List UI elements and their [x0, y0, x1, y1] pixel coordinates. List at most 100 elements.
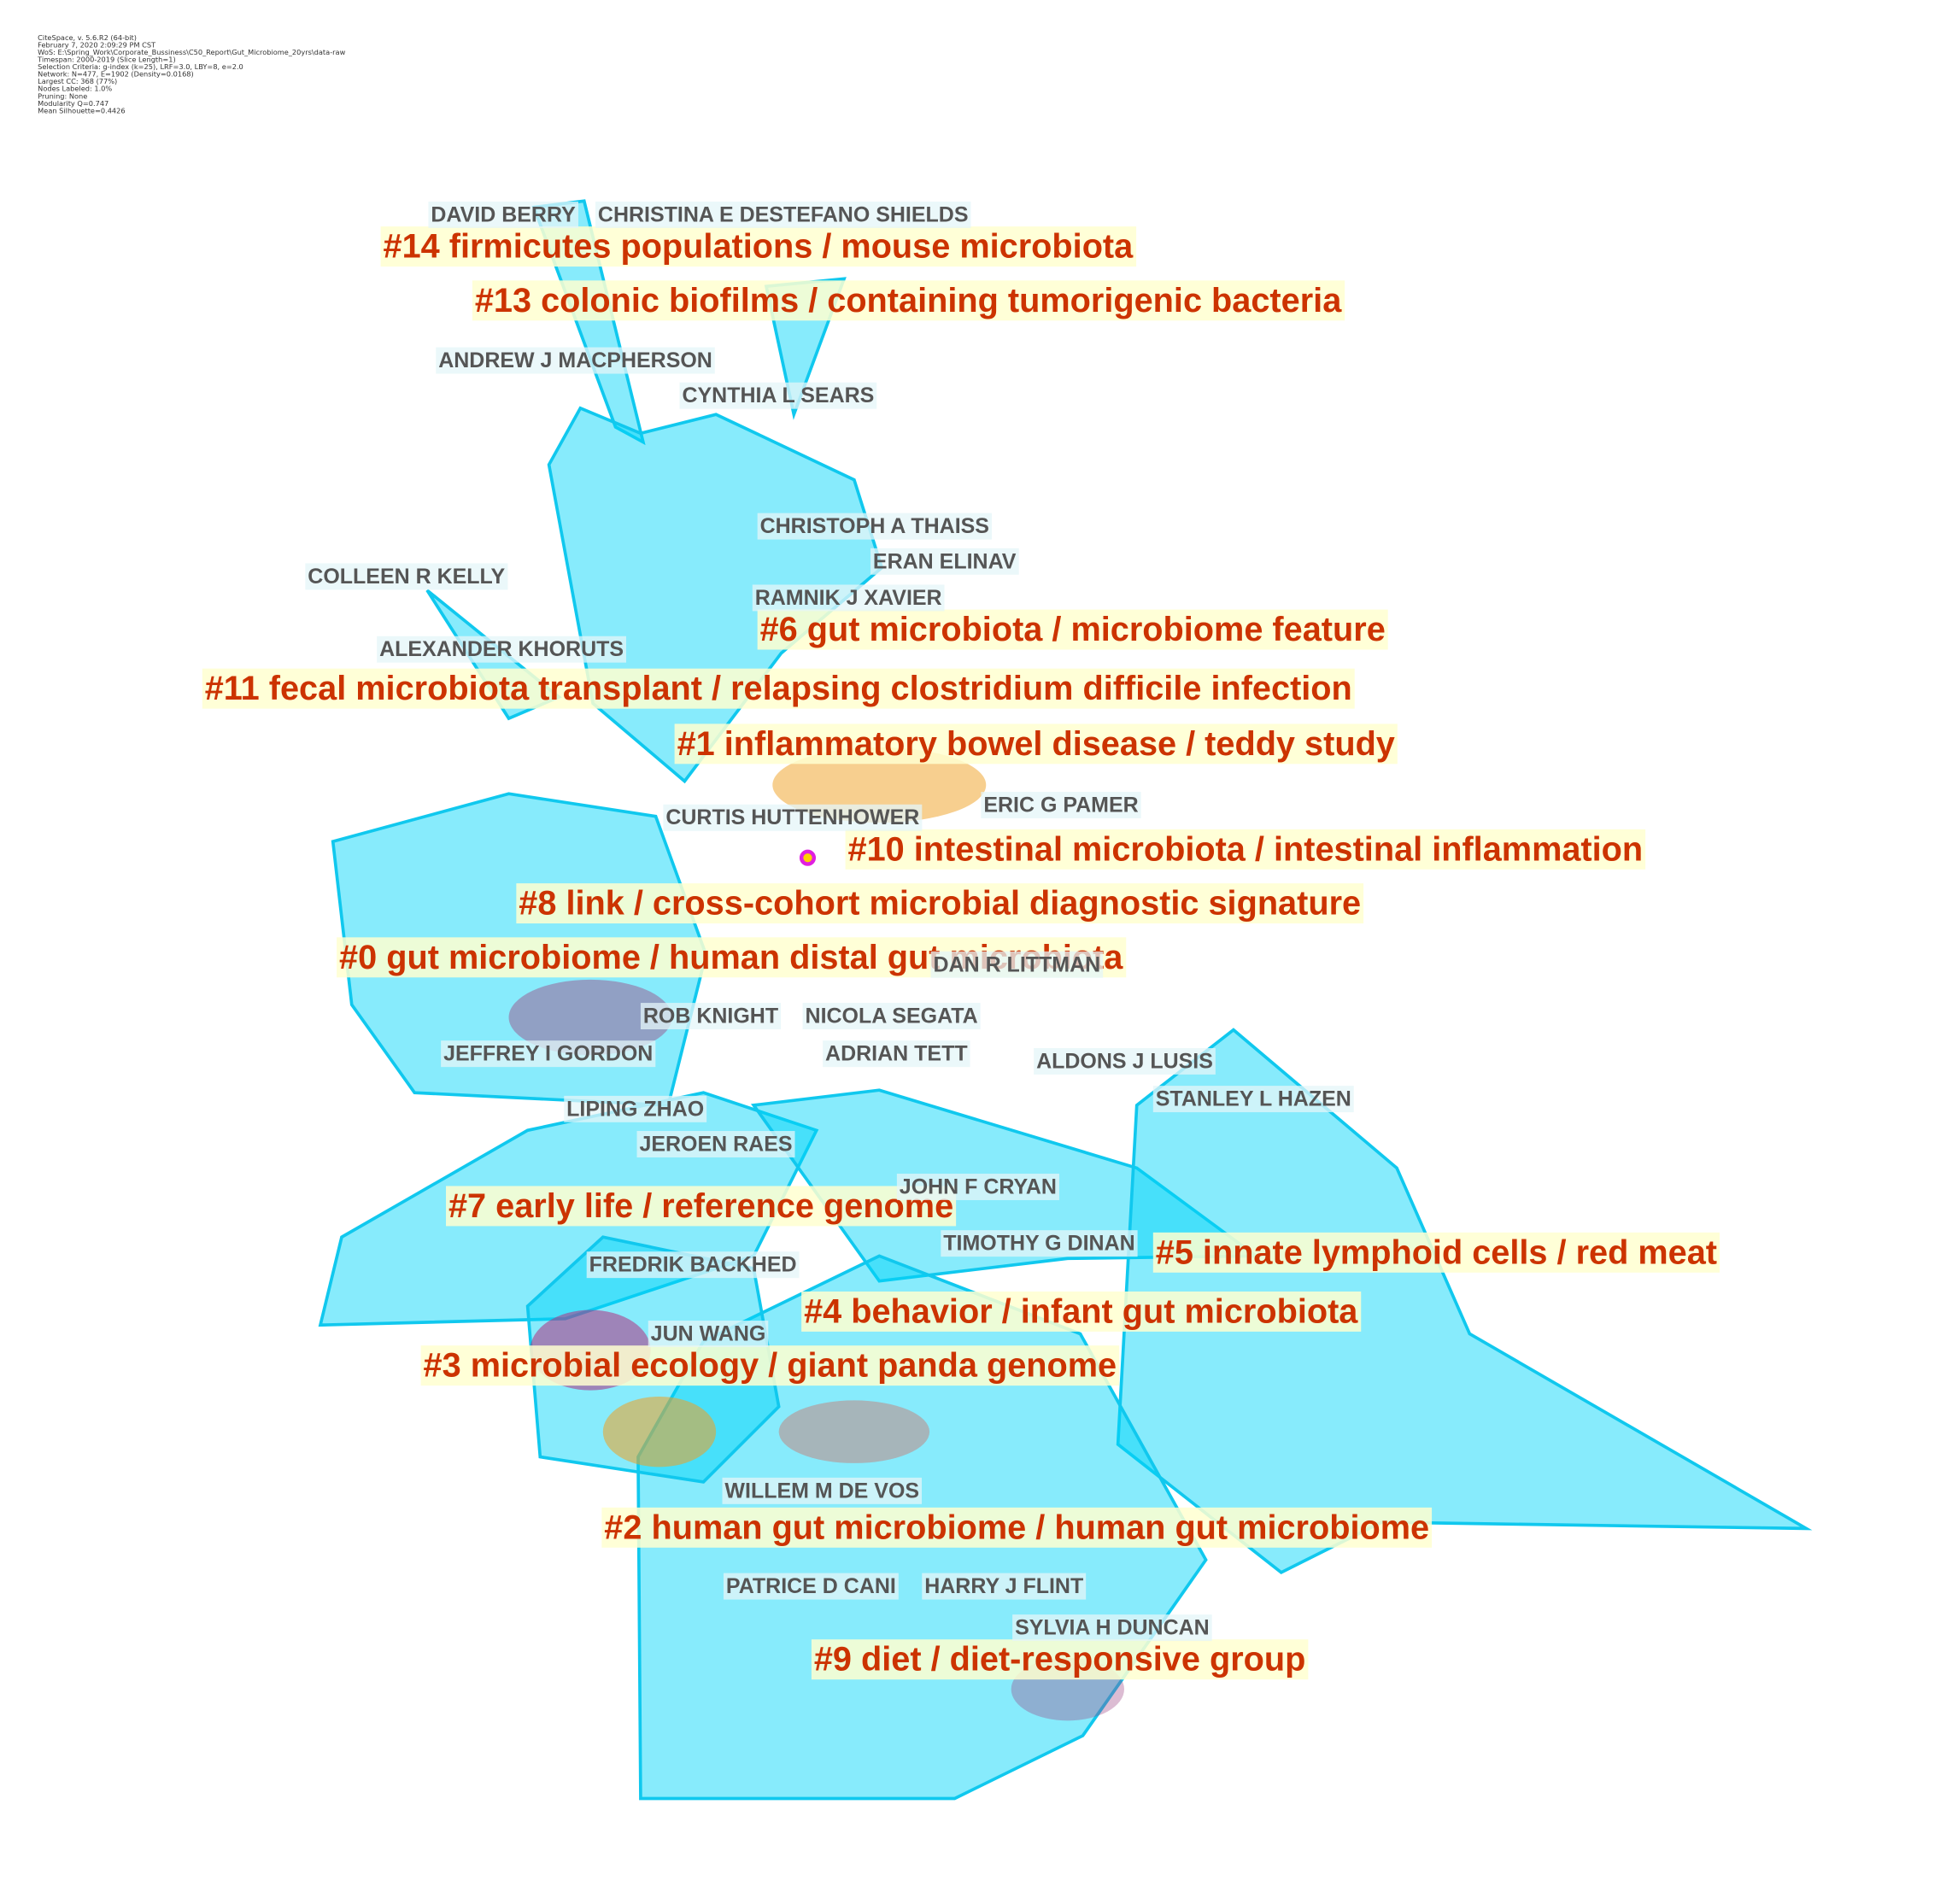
author-label-group: ADRIAN TETT [823, 1040, 970, 1068]
cluster-label-background [757, 609, 1388, 650]
cluster-label: #13 colonic biofilms / containing tumori… [475, 282, 1342, 319]
cluster-label-group: #11 fecal microbiota transplant / relaps… [202, 668, 1355, 709]
author-label: ERAN ELINAV [873, 549, 1017, 573]
author-label-background [896, 1174, 1059, 1200]
author-label-background [586, 1251, 800, 1279]
author-label-group: PATRICE D CANI [723, 1573, 899, 1600]
author-label-background [377, 636, 626, 663]
author-label: CHRISTINA E DESTEFANO SHIELDS [598, 202, 969, 226]
author-label-background [305, 563, 508, 590]
cluster-label-background [380, 226, 1137, 267]
cluster-label-background [811, 1639, 1309, 1680]
author-label-background [564, 1095, 707, 1122]
author-label-group: STANLEY L HAZEN [1152, 1086, 1354, 1113]
cluster-label-background [1152, 1232, 1720, 1273]
author-label: ANDREW J MACPHERSON [438, 349, 712, 372]
cluster-label-group: #7 early life / reference genome [446, 1186, 957, 1227]
author-label-group: ALEXANDER KHORUTS [377, 636, 626, 663]
header-line: Pruning: None [38, 91, 87, 100]
cluster-label-group: #5 innate lymphoid cells / red meat [1152, 1232, 1720, 1273]
cluster-label-background [801, 1291, 1362, 1332]
cluster-label-group: #6 gut microbiota / microbiome feature [757, 609, 1388, 650]
cluster-label-group: #4 behavior / infant gut microbiota [801, 1291, 1362, 1332]
author-label: JUN WANG [651, 1322, 766, 1346]
cluster-label-background [420, 1345, 1120, 1386]
cluster-label-group: #13 colonic biofilms / containing tumori… [472, 280, 1345, 321]
author-label-background [1034, 1048, 1216, 1075]
author-label-background [930, 951, 1104, 978]
author-label: LIPING ZHAO [566, 1097, 704, 1121]
header-line: February 7, 2020 2:09:29 PM CST [38, 41, 156, 50]
author-label: COLLEEN R KELLY [308, 565, 505, 589]
cluster-label: #3 microbial ecology / giant panda genom… [424, 1347, 1117, 1385]
author-label-group: CYNTHIA L SEARS [679, 382, 877, 409]
header-line: Largest CC: 368 (77%) [38, 77, 117, 85]
author-label: ALEXANDER KHORUTS [379, 637, 624, 661]
author-label: DAVID BERRY [431, 202, 576, 226]
cluster-label-background [446, 1186, 957, 1227]
author-label-background [757, 513, 992, 540]
author-label-group: JOHN F CRYAN [896, 1174, 1059, 1200]
cluster-label-group: #10 intestinal microbiota / intestinal i… [845, 829, 1646, 870]
cluster-label-group: #2 human gut microbiome / human gut micr… [601, 1507, 1433, 1548]
author-label-background [595, 202, 971, 228]
header-line: Nodes Labeled: 1.0% [38, 85, 112, 93]
author-label: JEROEN RAES [639, 1133, 792, 1157]
author-label: DAN R LITTMAN [934, 952, 1101, 976]
author-label-background [441, 1040, 656, 1068]
author-label-group: JUN WANG [648, 1321, 769, 1348]
author-label-background [648, 1321, 769, 1348]
author-label-group: WILLEM M DE VOS [722, 1477, 923, 1504]
author-label-group: LIPING ZHAO [564, 1095, 707, 1122]
cluster-label: #5 innate lymphoid cells / red meat [1156, 1233, 1717, 1271]
header-info: CiteSpace, v. 5.6.R2 (64-bit)February 7,… [37, 33, 345, 114]
author-label-group: CHRISTOPH A THAISS [757, 513, 992, 540]
cluster-label: #2 human gut microbiome / human gut micr… [604, 1509, 1429, 1546]
labels: #14 firmicutes populations / mouse micro… [202, 202, 1720, 1680]
cluster-label-background [674, 724, 1398, 765]
author-label-background [722, 1477, 923, 1504]
node [799, 849, 817, 866]
author-label: JOHN F CRYAN [900, 1175, 1057, 1199]
author-label-group: HARRY J FLINT [922, 1573, 1087, 1600]
cluster-label-group: #14 firmicutes populations / mouse micro… [380, 226, 1137, 267]
author-label: FREDRIK BACKHED [589, 1253, 797, 1277]
author-label: PATRICE D CANI [726, 1574, 896, 1598]
author-label-background [941, 1230, 1138, 1257]
author-label: WILLEM M DE VOS [724, 1479, 919, 1503]
author-label-background [823, 1040, 970, 1068]
header-line: Selection Criteria: g-index (k=25), LRF=… [38, 62, 243, 71]
author-label-group: DAN R LITTMAN [930, 951, 1104, 978]
author-label-group: COLLEEN R KELLY [305, 563, 508, 590]
author-label-group: RAMNIK J XAVIER [752, 584, 945, 612]
cluster-hulls [318, 199, 1813, 1801]
author-label: ADRIAN TETT [825, 1042, 968, 1066]
author-label-group: ALDONS J LUSIS [1034, 1048, 1216, 1075]
cluster-label-background [845, 829, 1646, 870]
author-label: CYNTHIA L SEARS [682, 384, 874, 407]
cluster-label-group: #3 microbial ecology / giant panda genom… [420, 1345, 1120, 1386]
author-label-background [752, 584, 945, 612]
author-label: ALDONS J LUSIS [1036, 1049, 1213, 1073]
author-label-background [1012, 1614, 1212, 1642]
cluster-label: #9 diet / diet-responsive group [814, 1641, 1306, 1678]
cluster-label-background [601, 1507, 1433, 1548]
cluster-label: #11 fecal microbiota transplant / relaps… [205, 670, 1352, 707]
header-line: Timespan: 2000-2019 (Slice Length=1) [37, 56, 176, 64]
cluster-label-background [516, 883, 1364, 924]
author-label-group: ROB KNIGHT [640, 1003, 782, 1030]
author-label-background [922, 1573, 1087, 1600]
author-label-background [1152, 1086, 1354, 1113]
node-cluster [778, 1400, 930, 1463]
cluster-label: #6 gut microbiota / microbiome feature [760, 611, 1386, 648]
author-label-group: NICOLA SEGATA [802, 1003, 981, 1030]
author-label: HARRY J FLINT [924, 1574, 1083, 1598]
author-label-background [723, 1573, 899, 1600]
cluster-label-group: #1 inflammatory bowel disease / teddy st… [674, 724, 1398, 765]
cluster-hull [1116, 1028, 1813, 1575]
cluster-label: #1 inflammatory bowel disease / teddy st… [677, 725, 1395, 763]
author-label-background [640, 1003, 782, 1030]
author-label-background [663, 804, 923, 831]
